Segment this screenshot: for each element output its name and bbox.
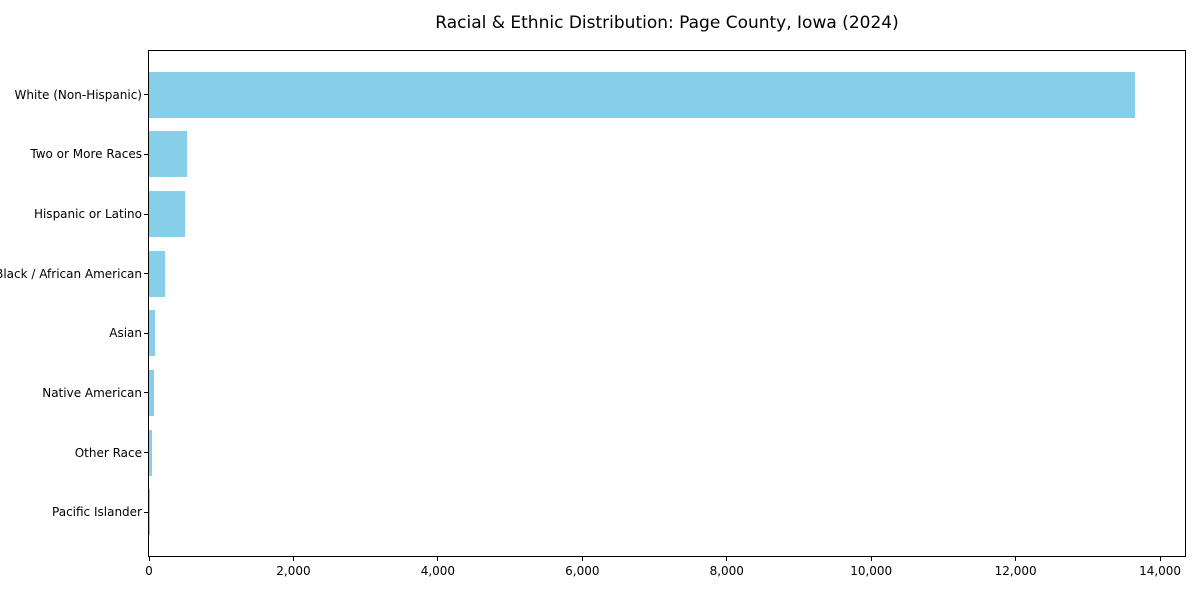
y-axis-tick [144,153,149,155]
x-axis-tick [581,556,583,561]
y-tick-label-black-african-american: Black / African American [0,266,142,281]
x-axis-tick [870,556,872,561]
x-axis-tick [292,556,294,561]
y-axis-tick [144,94,149,96]
x-axis-tick [148,556,150,561]
bar-hispanic-or-latino [149,191,186,238]
x-axis-tick [1015,556,1017,561]
bar-native-american [149,369,154,416]
x-axis-tick [1159,556,1161,561]
bar-other-race [149,429,152,476]
y-axis-tick [144,511,149,513]
x-tick-label-4000: 4,000 [420,564,456,578]
y-axis-tick [144,452,149,454]
x-tick-label-12000: 12,000 [994,564,1037,578]
y-axis-tick [144,273,149,275]
y-tick-label-pacific-islander: Pacific Islander [52,505,142,520]
bar-two-or-more-races [149,131,187,178]
y-axis-tick [144,332,149,334]
y-tick-label-white-non-hispanic: White (Non-Hispanic) [14,87,142,102]
plot-area: White (Non-Hispanic) Two or More Races His… [0,50,1186,578]
y-tick-label-other-race: Other Race [74,445,142,460]
x-tick-label-6000: 6,000 [565,564,600,578]
bar-white-non-hispanic [149,71,1135,118]
x-tick-label-2000: 2,000 [276,564,311,578]
x-axis-tick [726,556,728,561]
y-tick-label-native-american: Native American [42,385,142,400]
y-tick-label-two-or-more-races: Two or More Races [30,147,142,162]
x-tick-label-14000: 14,000 [1139,564,1182,578]
y-tick-label-asian: Asian [109,326,142,341]
y-axis-tick [144,213,149,215]
bar-black-african-american [149,250,166,297]
x-tick-label-10000: 10,000 [850,564,893,578]
bar-asian [149,310,156,357]
x-tick-label-8000: 8,000 [709,564,744,578]
y-tick-label-hispanic-or-latino: Hispanic or Latino [33,207,142,222]
x-axis-tick [437,556,439,561]
chart-title: Racial & Ethnic Distribution: Page Count… [435,13,899,33]
x-tick-label-0: 0 [145,564,153,578]
y-axis-tick [144,392,149,394]
